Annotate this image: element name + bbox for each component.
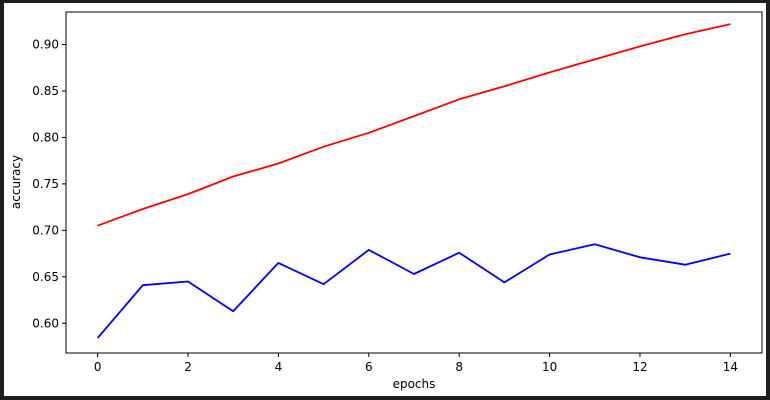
y-tick-label: 0.80 [32,130,59,144]
series-line-0 [97,23,731,227]
x-tick-label: 10 [542,360,557,374]
y-axis-label: accuracy [9,155,23,209]
y-tick-label: 0.70 [32,223,59,237]
x-tick-label: 6 [365,360,373,374]
x-tick-label: 4 [275,360,283,374]
y-tick-label: 0.90 [32,38,59,52]
x-tick-label: 14 [723,360,738,374]
y-tick-label: 0.60 [32,316,59,330]
series-lines [96,23,731,339]
x-axis-label: epochs [393,377,436,391]
x-tick-label: 2 [184,360,192,374]
y-tick-label: 0.85 [32,84,59,98]
series-line-1 [96,243,731,339]
x-tick-label: 8 [455,360,463,374]
y-tick-label: 0.65 [32,270,59,284]
x-tick-label: 0 [94,360,102,374]
plot-spines [65,11,763,354]
y-tick-label: 0.75 [32,177,59,191]
axes: 0 2 4 6 8 10 12 14 0.60 0.65 0.70 0.75 0.80 0.85 0.90 [32,38,738,374]
plot-frame [66,12,762,353]
x-tick-label: 12 [632,360,647,374]
